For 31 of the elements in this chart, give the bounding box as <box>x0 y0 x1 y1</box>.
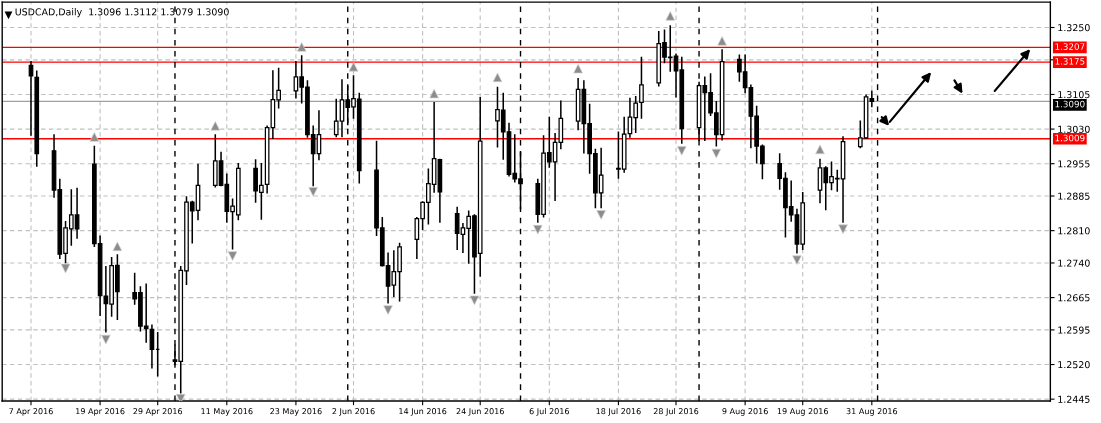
x-tick-label: 9 Aug 2016 <box>722 408 768 416</box>
y-tick-label: 1.2665 <box>1058 294 1090 302</box>
candlestick <box>639 56 644 119</box>
ref-line-label: 1.3207 <box>1055 43 1085 50</box>
x-tick-label: 28 Jul 2016 <box>653 407 699 416</box>
y-tick-label: 1.2955 <box>1058 160 1090 168</box>
y-tick-label: 1.3250 <box>1058 24 1090 32</box>
y-tick-label: 1.2810 <box>1058 227 1090 235</box>
x-tick-label: 6 Jul 2016 <box>529 407 570 416</box>
x-tick-label: 23 May 2016 <box>270 408 322 416</box>
y-tick-label: 1.3030 <box>1058 125 1090 133</box>
ref-line-label: 1.3090 <box>1055 100 1085 108</box>
y-tick-label: 1.2445 <box>1058 395 1090 403</box>
x-tick-label: 24 Jun 2016 <box>456 408 504 416</box>
x-tick-label: 29 Apr 2016 <box>133 408 183 416</box>
ref-line-label: 1.3175 <box>1055 58 1085 65</box>
x-tick-label: 19 Apr 2016 <box>76 408 125 416</box>
ref-line-label: 1.3009 <box>1055 134 1085 142</box>
y-tick-label: 1.3105 <box>1058 91 1090 99</box>
x-tick-label: 18 Jul 2016 <box>596 407 641 416</box>
x-tick-label: 19 Aug 2016 <box>777 408 829 416</box>
x-tick-label: 11 May 2016 <box>201 408 253 416</box>
x-tick-label: 2 Jun 2016 <box>332 408 375 416</box>
x-tick-label: 7 Apr 2016 <box>9 408 53 416</box>
y-tick-label: 1.2885 <box>1058 192 1090 200</box>
text: USDCAD,Daily 1.3096 1.3112 1.3079 1.3090 <box>15 8 229 18</box>
y-tick-label: 1.2520 <box>1058 361 1090 369</box>
y-tick-label: 1.2595 <box>1058 326 1090 334</box>
x-tick-label: 31 Aug 2016 <box>846 408 898 416</box>
y-tick-label: 1.2740 <box>1058 259 1090 267</box>
x-tick-label: 14 Jun 2016 <box>399 408 447 416</box>
